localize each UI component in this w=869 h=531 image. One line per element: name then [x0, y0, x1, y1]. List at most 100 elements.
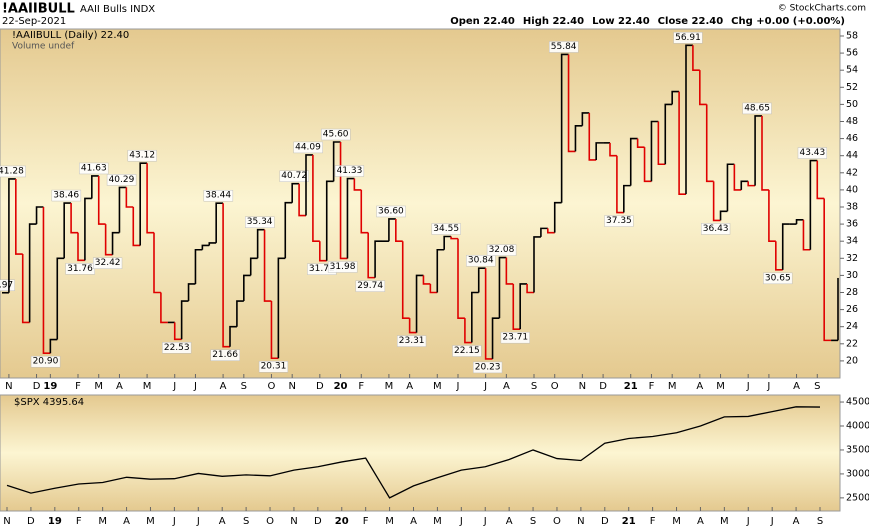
- value-label: 41.33: [337, 166, 363, 176]
- legend: !AAIIBULL (Daily) 22.40: [12, 30, 129, 41]
- value-label-box: [376, 205, 406, 218]
- step-segment: [270, 301, 279, 360]
- step-segment: [395, 218, 403, 242]
- step-segment: [8, 178, 16, 293]
- step-segment: [512, 283, 521, 330]
- step-segment: [125, 187, 134, 208]
- step-segment: [243, 274, 251, 302]
- step-segment: [15, 178, 23, 255]
- x-tick-label: M: [433, 516, 442, 527]
- step-segment: [215, 202, 224, 243]
- step-segment: [353, 178, 362, 191]
- step-segment: [581, 112, 590, 126]
- value-label-box: [127, 149, 157, 162]
- step-segment: [540, 227, 548, 237]
- x-tick-label: J: [172, 516, 176, 527]
- value-label: 29.74: [357, 281, 383, 291]
- y-tick-label: 42: [846, 167, 858, 178]
- x-tick-label: J: [746, 381, 750, 392]
- step-segment: [636, 138, 645, 148]
- x-tick-label: F: [75, 381, 81, 392]
- value-label: 32.08: [489, 245, 515, 255]
- x-tick-label: 19: [48, 516, 62, 527]
- spx-panel: [0, 394, 841, 512]
- step-segment: [160, 292, 168, 324]
- y-tick-label: 54: [846, 65, 858, 76]
- value-label-box: [604, 215, 634, 227]
- y-tick-label: 50: [846, 99, 858, 110]
- step-segment: [726, 163, 735, 212]
- step-segment: [429, 283, 438, 294]
- step-segment: [436, 248, 445, 293]
- x-tick-label: S: [241, 381, 247, 392]
- value-label-box: [203, 189, 234, 202]
- step-segment: [298, 183, 306, 217]
- value-label-box: [473, 361, 503, 374]
- value-label: 36.60: [378, 206, 404, 216]
- step-segment: [567, 54, 576, 153]
- x-tick-label: A: [116, 381, 123, 392]
- step-segment: [194, 248, 203, 284]
- step-segment: [553, 201, 562, 233]
- y-tick-label: 46: [846, 133, 858, 144]
- step-segment: [291, 182, 300, 203]
- y-tick-label: 20: [846, 355, 858, 366]
- step-segment: [781, 223, 790, 270]
- y-tick-label: 4500: [846, 397, 869, 408]
- step-segment: [277, 257, 286, 359]
- step-segment: [35, 206, 44, 225]
- step-segment: [139, 162, 148, 246]
- step-segment: [816, 160, 825, 200]
- value-label-box: [51, 189, 82, 202]
- step-segment: [312, 154, 320, 242]
- step-segment: [208, 242, 217, 246]
- step-segment: [97, 175, 106, 225]
- step-segment: [802, 219, 811, 251]
- step-segment: [623, 184, 631, 213]
- step-segment: [526, 283, 534, 294]
- step-segment: [705, 104, 714, 183]
- x-tick-label: N: [5, 381, 12, 392]
- value-label: 22.53: [164, 343, 190, 353]
- y-tick-label: 2500: [846, 492, 869, 503]
- value-label: 20.31: [261, 362, 287, 372]
- x-tick-label: 20: [335, 516, 349, 527]
- x-tick-label: F: [363, 516, 369, 527]
- value-label: 44.09: [295, 142, 321, 152]
- y-tick-label: 34: [846, 236, 858, 247]
- step-segment: [388, 218, 396, 242]
- y-tick-label: 32: [846, 253, 858, 264]
- x-tick-label: J: [746, 516, 750, 527]
- step-segment: [457, 238, 465, 319]
- value-label-box: [397, 335, 427, 347]
- value-label: 31.98: [330, 262, 356, 272]
- spx-legend: $SPX 4395.64: [14, 397, 84, 408]
- x-tick-label: A: [696, 381, 703, 392]
- y-tick-label: 58: [846, 30, 858, 41]
- y-tick-label: 36: [846, 219, 858, 230]
- x-tick-label: D: [27, 516, 35, 527]
- value-label: 43.43: [799, 148, 825, 158]
- step-segment: [111, 231, 120, 255]
- step-segment: [346, 177, 355, 259]
- y-tick-label: 26: [846, 304, 858, 315]
- step-segment: [21, 254, 30, 324]
- step-segment: [740, 180, 749, 190]
- y-tick-label: 3500: [846, 444, 869, 455]
- step-segment: [629, 137, 638, 186]
- step-segment: [519, 283, 528, 330]
- step-segment: [574, 124, 583, 152]
- y-tick-label: 22: [846, 338, 858, 349]
- value-label-box: [106, 174, 137, 186]
- y-tick-label: 48: [846, 116, 858, 127]
- step-segment: [643, 147, 652, 183]
- step-segment: [505, 257, 514, 285]
- x-tick-label: J: [196, 516, 200, 527]
- value-label-box: [321, 128, 351, 141]
- y-tick-label: 56: [846, 48, 858, 59]
- step-segment: [236, 300, 244, 327]
- value-label: 31.72: [309, 264, 335, 274]
- value-label-box: [431, 223, 461, 235]
- step-segment: [692, 45, 700, 71]
- value-label-box: [0, 165, 26, 178]
